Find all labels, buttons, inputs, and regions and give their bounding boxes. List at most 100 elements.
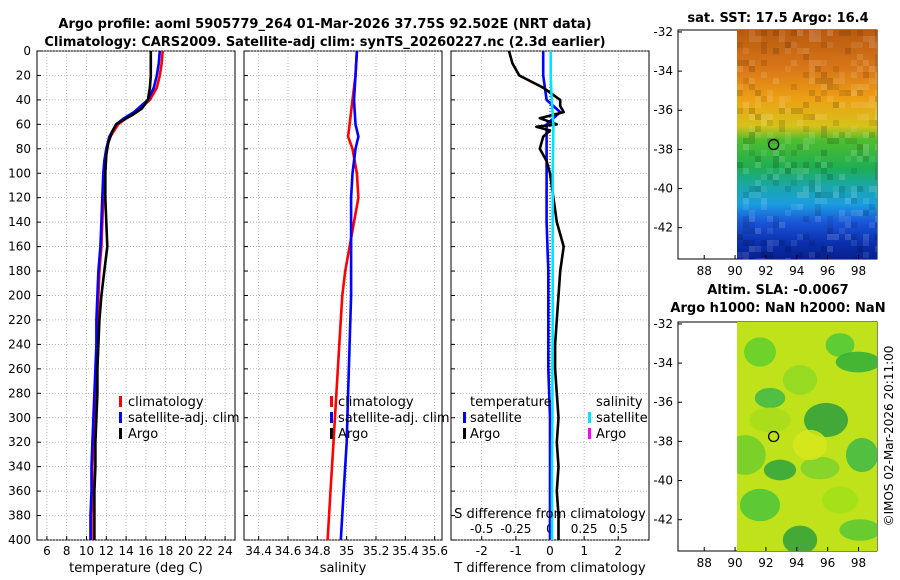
sst-cell [869,156,875,162]
depth-axis: 0 20 40 60 80 100 120 140 160 180 200 220 240 260 280 3… [8,44,31,547]
sst-cell [785,168,791,174]
sst-cell [815,30,821,36]
sst-cell [755,102,761,108]
sst-cell [827,42,833,48]
sst-cell [821,258,827,259]
legend-argo: Argo [338,427,368,442]
sst-map-ytick-label: -36 [653,103,673,117]
sst-cell [767,168,773,174]
sst-cell [773,138,779,144]
sst-cell [839,72,845,78]
sst-cell [839,30,845,36]
legend-argo: Argo [128,427,158,442]
sst-cell [821,72,827,78]
sst-cell [755,162,761,168]
sla-argo-location-marker [767,430,780,443]
sst-cell [797,30,803,36]
sst-cell [827,162,833,168]
sst-cell [839,102,845,108]
sst-cell [851,138,857,144]
sst-cell [785,96,791,102]
depth-tick-label: 0 [23,44,31,58]
sst-cell [743,102,749,108]
sst-cell [815,210,821,216]
depth-tick-label: 20 [16,68,31,82]
legend-swatch-s-satellite [588,412,591,423]
sst-map-xtick-label: 92 [758,264,773,278]
sst-cell [815,252,821,258]
sst-cell [803,144,809,150]
sla-map-xtick-label: 92 [758,556,773,570]
temperature-gridlines [37,50,235,541]
difference-xtick-label: -2 [476,544,488,558]
sst-cell [803,54,809,60]
sst-cell [749,192,755,198]
sst-cell [797,234,803,240]
sst-cell [773,180,779,186]
sst-cell [851,126,857,132]
sla-map-ytick-label: -40 [653,474,673,488]
sst-cell [749,150,755,156]
sst-cell [857,30,863,36]
sst-map-xtick-label: 90 [727,264,742,278]
temperature-legend: climatology satellite-adj. clim Argo [119,395,240,442]
sst-cell [755,114,761,120]
sla-patch [800,456,840,480]
sst-cell [863,150,869,156]
sst-cell [863,36,869,42]
sst-cell [845,132,851,138]
sst-cell [857,54,863,60]
sst-cell [797,144,803,150]
sst-cell [779,240,785,246]
sst-cell [809,72,815,78]
sst-cell [875,60,877,66]
sst-cell [797,108,803,114]
sst-cell [851,168,857,174]
sla-patch [845,437,877,473]
sst-cell [791,258,797,259]
sst-cell [827,78,833,84]
legend-t-argo: Argo [470,427,500,442]
sst-cell [875,90,877,96]
sst-cell [809,114,815,120]
temperature-xtick-label: 8 [63,544,71,558]
sst-cell [857,90,863,96]
salinity-xtick-label: 34.4 [245,544,272,558]
depth-tick-label: 380 [8,509,31,523]
sst-cell [761,198,767,204]
sst-cell [809,36,815,42]
salinity-xtick-label: 35.4 [392,544,419,558]
sst-cell [869,102,875,108]
sst-cell [803,162,809,168]
depth-tick-label: 240 [8,337,31,351]
sst-cell [875,78,877,84]
legend-s-satellite: satellite [596,411,648,426]
sst-cell [779,150,785,156]
sst-cell [863,72,869,78]
sst-cell [863,60,869,66]
sst-cell [839,216,845,222]
sst-cell [773,174,779,180]
sst-cell [803,186,809,192]
sst-cell [803,192,809,198]
salinity-series-climatology [326,50,360,541]
sst-cell [779,222,785,228]
sst-cell [749,186,755,192]
temperature-xtick-label: 24 [217,544,232,558]
sst-cell [803,48,809,54]
sst-cell [773,162,779,168]
sst-cell [749,60,755,66]
temperature-series-satellite-adj-clim [89,50,162,540]
sst-cell [773,222,779,228]
legend-satellite: satellite-adj. clim [338,411,450,426]
sst-cell [791,60,797,66]
sst-cell [863,234,869,240]
difference-xtick-label: 2 [614,544,622,558]
sst-cell [809,138,815,144]
legend-swatch-climatology [330,396,333,407]
salinity-xtick-label: 35 [339,544,354,558]
sst-cell [869,78,875,84]
sla-patch [803,402,849,438]
temperature-xtick-label: 10 [79,544,94,558]
sla-map-ytick-label: -38 [653,434,673,448]
